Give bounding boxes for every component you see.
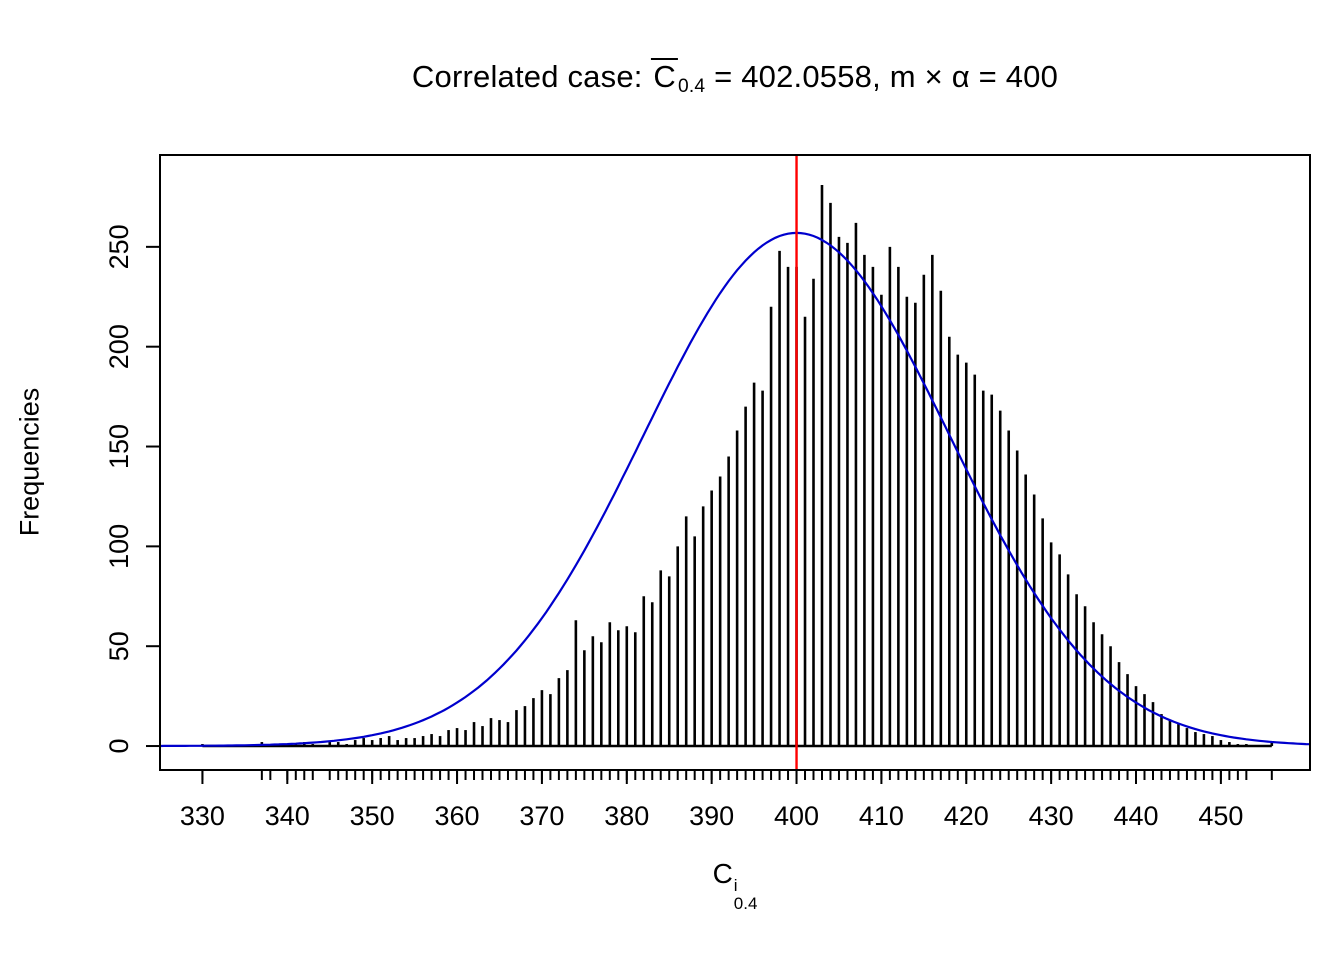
x-tick-label: 370 [519, 801, 564, 831]
title-c-subscript: 0.4 [677, 76, 706, 97]
x-tick-label: 380 [604, 801, 649, 831]
x-tick-label: 430 [1029, 801, 1074, 831]
title-prefix: Correlated case: [411, 59, 652, 94]
x-tick-label: 330 [180, 801, 225, 831]
title-rest: = 402.0558, m × α = 400 [705, 59, 1059, 94]
x-tick-label: 360 [435, 801, 480, 831]
x-tick-label: 350 [350, 801, 395, 831]
x-label-base: C [712, 858, 733, 889]
x-tick-label: 440 [1113, 801, 1158, 831]
y-tick-label: 150 [104, 424, 134, 469]
y-tick-label: 200 [104, 324, 134, 369]
x-label-supsub: i 0.4 [734, 877, 758, 913]
title-c-overline: C [651, 58, 678, 94]
y-tick-label: 0 [104, 739, 134, 754]
y-tick-label: 100 [104, 524, 134, 569]
x-label-subscript: 0.4 [733, 893, 758, 913]
x-tick-label: 450 [1198, 801, 1243, 831]
x-tick-label: 340 [265, 801, 310, 831]
x-tick-label: 390 [689, 801, 734, 831]
x-label-superscript: i [733, 876, 738, 895]
chart-title: Correlated case: C 0.4 = 402.0558, m × α … [412, 58, 1058, 98]
plot-box [159, 154, 1311, 771]
x-tick-label: 410 [859, 801, 904, 831]
y-tick-label: 250 [104, 224, 134, 269]
x-tick-label: 400 [774, 801, 819, 831]
y-tick-label: 50 [104, 631, 134, 661]
x-tick-label: 420 [944, 801, 989, 831]
normal-curve [159, 231, 1311, 748]
